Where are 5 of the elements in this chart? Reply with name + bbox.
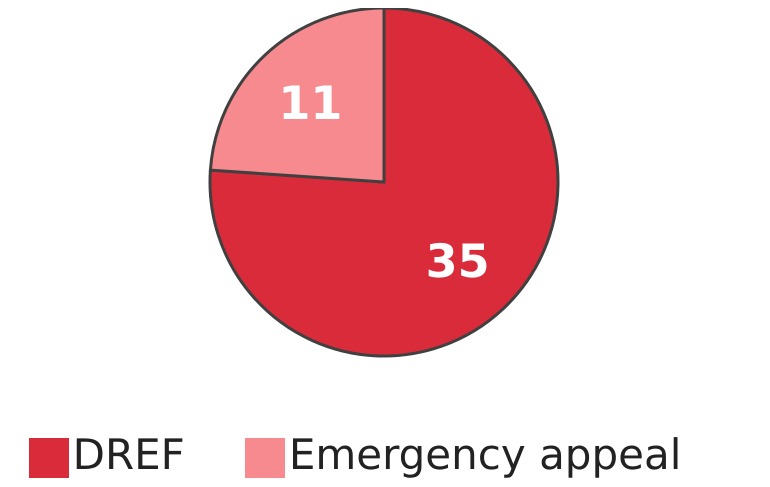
data-label: 35 [426, 234, 490, 288]
legend-label: Emergency appeal [288, 430, 682, 479]
data-label: 11 [278, 76, 342, 130]
pie-slice [208, 8, 560, 358]
legend-label: DREF [72, 430, 185, 479]
